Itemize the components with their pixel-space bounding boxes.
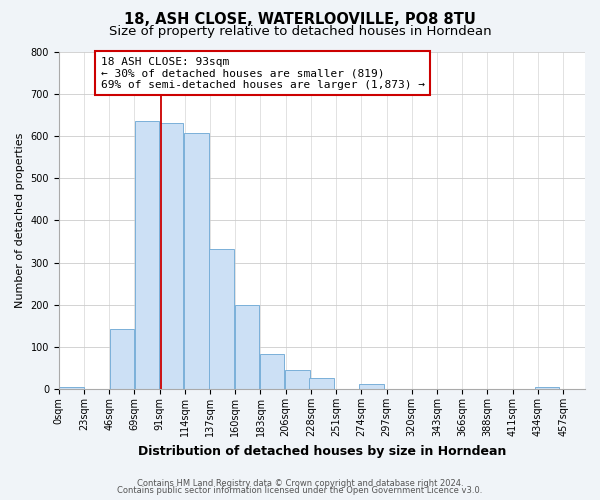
Bar	[359, 384, 384, 389]
Bar	[535, 387, 559, 389]
Bar	[235, 304, 259, 389]
Bar	[260, 354, 284, 389]
Bar	[159, 124, 184, 389]
Bar	[184, 132, 209, 389]
Text: 18 ASH CLOSE: 93sqm
← 30% of detached houses are smaller (819)
69% of semi-detac: 18 ASH CLOSE: 93sqm ← 30% of detached ho…	[101, 56, 425, 90]
Text: Contains HM Land Registry data © Crown copyright and database right 2024.: Contains HM Land Registry data © Crown c…	[137, 478, 463, 488]
Bar	[135, 121, 160, 389]
Bar	[209, 249, 234, 389]
Text: 18, ASH CLOSE, WATERLOOVILLE, PO8 8TU: 18, ASH CLOSE, WATERLOOVILLE, PO8 8TU	[124, 12, 476, 28]
Bar	[59, 387, 83, 389]
X-axis label: Distribution of detached houses by size in Horndean: Distribution of detached houses by size …	[138, 444, 506, 458]
Bar	[110, 329, 134, 389]
Bar	[309, 378, 334, 389]
Text: Size of property relative to detached houses in Horndean: Size of property relative to detached ho…	[109, 25, 491, 38]
Bar	[285, 370, 310, 389]
Text: Contains public sector information licensed under the Open Government Licence v3: Contains public sector information licen…	[118, 486, 482, 495]
Y-axis label: Number of detached properties: Number of detached properties	[15, 132, 25, 308]
